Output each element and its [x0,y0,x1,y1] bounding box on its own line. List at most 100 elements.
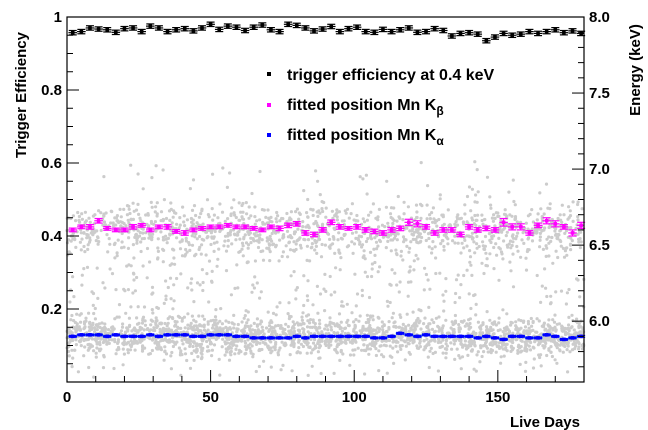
background-point [385,299,389,303]
background-point [251,237,255,241]
background-point [207,349,211,353]
background-point [170,350,174,355]
data-point-kalpha [68,334,78,339]
marker [79,29,84,34]
background-point [180,353,184,357]
background-point [180,338,184,342]
marker [363,228,368,232]
background-point [164,294,168,298]
background-point [422,339,426,343]
marker [406,26,411,30]
background-point [253,275,257,279]
background-point [243,324,248,328]
background-point [575,277,579,281]
background-point [231,343,235,347]
background-point [433,329,437,333]
background-point [442,309,446,313]
background-point [199,212,203,216]
background-point [120,325,125,329]
background-point [82,244,86,249]
background-point [339,350,343,354]
background-point [214,308,218,312]
background-point [510,340,514,344]
marker [165,333,170,337]
marker [570,336,575,340]
background-point [511,240,515,244]
background-point [111,224,116,228]
data-point-trigger [482,37,491,44]
background-point [223,219,227,223]
background-point [246,338,250,342]
background-point [183,254,187,258]
background-point [132,272,136,276]
background-point [132,278,136,282]
background-point [490,216,494,220]
background-point [281,330,285,334]
background-point [191,218,195,222]
y-right-tick-label: 7.0 [589,161,610,178]
background-point [484,341,488,345]
background-point [453,319,458,323]
background-point [354,230,358,234]
background-point [451,239,455,243]
background-point [398,216,402,220]
background-point [387,320,391,324]
background-point [201,288,205,293]
background-point [513,217,517,222]
background-point [163,345,167,349]
background-point [306,279,310,283]
background-point [343,331,347,336]
background-point [510,234,514,238]
background-point [183,352,188,356]
background-point [160,337,164,341]
background-point [481,240,485,244]
data-point-trigger [171,26,181,33]
background-point [289,343,293,347]
background-point [275,220,279,224]
background-point [480,354,484,359]
background-point [131,291,135,295]
marker [200,226,204,231]
data-point-trigger [163,28,172,35]
background-point [250,344,254,348]
background-point [412,259,416,263]
background-point [91,303,95,307]
background-point [135,241,139,245]
background-point [204,253,208,257]
background-point [367,295,372,300]
marker [312,232,316,237]
background-point [139,249,143,254]
background-point [547,318,551,322]
background-point [110,210,114,214]
background-point [312,222,316,226]
background-point [311,303,315,307]
data-point-trigger [223,23,233,29]
background-point [258,331,262,335]
background-point [210,229,214,233]
background-point [366,237,370,241]
legend-marker-kalpha [267,133,271,137]
background-point [79,248,83,252]
background-point [190,208,195,212]
background-point [473,200,477,204]
background-point [236,233,240,237]
data-point-trigger [249,24,259,31]
background-point [478,360,482,364]
background-point [362,343,366,347]
background-point [514,237,518,241]
background-point [358,242,362,246]
x-tick-label: 100 [342,389,367,406]
background-point [426,184,430,188]
background-point [255,281,259,285]
background-point [166,285,170,290]
background-point [525,343,529,347]
background-point [543,226,547,230]
background-point [123,330,128,334]
background-point [150,348,154,353]
data-point-trigger [430,25,439,32]
background-point [544,182,549,186]
background-point [468,249,472,253]
background-point [358,314,362,318]
marker [79,333,84,337]
